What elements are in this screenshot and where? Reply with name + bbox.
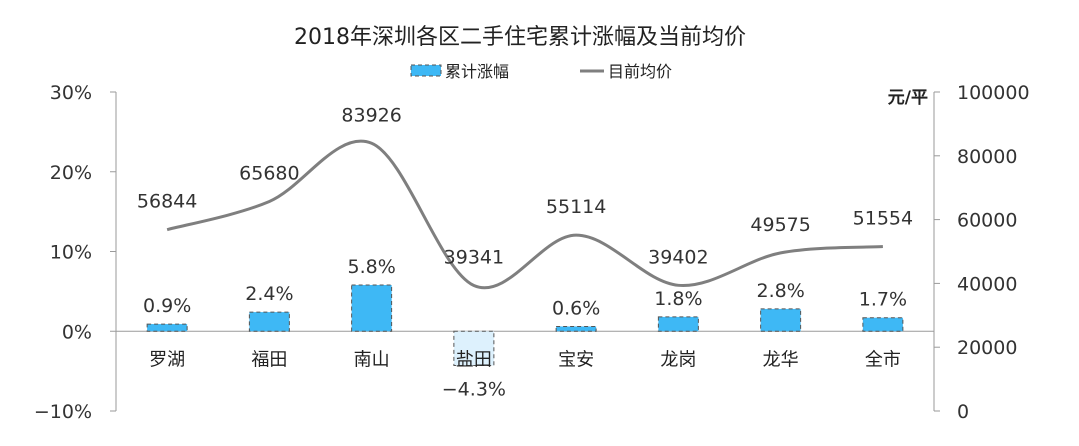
left-axis-tick-label: 10% [50, 242, 92, 264]
right-axis-unit: 元/平 [888, 88, 928, 108]
bar-data-label: 0.6% [552, 297, 600, 319]
category-label: 盐田 [456, 349, 492, 370]
price-line [166, 139, 883, 290]
bar-data-label: 0.9% [143, 295, 191, 317]
bar [453, 330, 495, 367]
category-label: 福田 [251, 349, 287, 370]
right-axis-tick-label: 40000 [957, 273, 1017, 295]
bar [146, 323, 188, 332]
bar [862, 317, 904, 332]
data-labels: 罗湖 福田 南山 盐田 宝安 龙岗 龙华 全市 0.9% 2.4% 5.8% −4.3% 0.6% 1.8… [137, 104, 913, 400]
axes: 30% 20% 10% 0% −10% 100000 80000 60000 40000 2000… [34, 82, 1030, 423]
bar [760, 308, 802, 332]
line-data-label: 65680 [239, 162, 299, 184]
left-axis-tick-label: 30% [50, 82, 92, 104]
legend-label-line: 目前均价 [608, 62, 672, 81]
bar-data-label: 2.8% [756, 280, 804, 302]
bar-data-label: −4.3% [442, 379, 506, 401]
line-data-label: 39402 [648, 246, 708, 268]
category-label: 全市 [865, 349, 901, 370]
line-data-label: 49575 [750, 214, 810, 236]
line-data-label: 56844 [137, 191, 197, 213]
right-axis-tick-label: 100000 [957, 82, 1030, 104]
bar [555, 325, 597, 332]
bar-data-label: 1.8% [654, 288, 702, 310]
bar-data-label: 5.8% [347, 256, 395, 278]
category-label: 龙岗 [660, 349, 696, 370]
line-data-label: 55114 [546, 196, 606, 218]
right-axis-tick-label: 20000 [957, 337, 1017, 359]
legend: 累计涨幅 目前均价 [410, 62, 672, 81]
left-axis-tick-label: −10% [34, 401, 92, 423]
right-axis-tick-label: 80000 [957, 146, 1017, 168]
bar [248, 311, 290, 332]
bar [351, 284, 393, 332]
bar [657, 316, 699, 332]
line-data-label: 51554 [853, 208, 913, 230]
left-axis-tick-label: 20% [50, 162, 92, 184]
right-axis-tick-label: 60000 [957, 210, 1017, 232]
bar-series [146, 284, 904, 367]
chart-title: 2018年深圳各区二手住宅累计涨幅及当前均价 [294, 25, 746, 50]
category-label: 南山 [354, 349, 390, 370]
bar-data-label: 1.7% [859, 289, 907, 311]
category-label: 龙华 [763, 349, 799, 370]
right-axis-tick-label: 0 [957, 401, 969, 423]
legend-swatch-bar [410, 64, 442, 77]
line-data-label: 83926 [341, 104, 401, 126]
line-data-label: 39341 [444, 247, 504, 269]
category-label: 宝安 [558, 349, 594, 370]
category-label: 罗湖 [149, 349, 185, 370]
line-series [166, 139, 883, 290]
bar-data-label: 2.4% [245, 283, 293, 305]
left-axis-tick-label: 0% [62, 321, 92, 343]
legend-label-bar: 累计涨幅 [445, 62, 509, 81]
